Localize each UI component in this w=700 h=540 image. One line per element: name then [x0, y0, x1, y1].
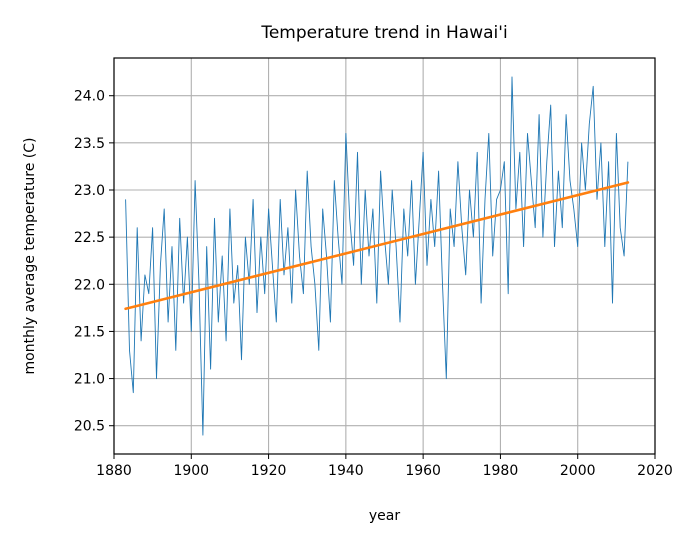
x-tick-label: 2020: [637, 463, 673, 479]
y-tick-label: 21.5: [74, 324, 105, 340]
x-axis-label: year: [369, 508, 400, 524]
x-tick-label: 1960: [405, 463, 441, 479]
trend-line: [124, 181, 630, 311]
x-tick-label: 1920: [251, 463, 287, 479]
temperature-series-line: [125, 76, 629, 436]
ticks: 1880 1900 1920 1940 1960 1980 2000 2020 20.5 21.0…: [74, 89, 673, 479]
x-tick-label: 2000: [560, 463, 596, 479]
y-tick-label: 22.0: [74, 277, 105, 293]
y-tick-label: 23.0: [74, 183, 105, 199]
y-tick-label: 20.5: [74, 419, 105, 435]
x-tick-label: 1980: [483, 463, 519, 479]
x-tick-label: 1880: [96, 463, 132, 479]
plot-area: [124, 76, 630, 436]
x-tick-label: 1900: [173, 463, 209, 479]
y-tick-label: 21.0: [74, 372, 105, 388]
y-tick-label: 24.0: [74, 89, 105, 105]
y-tick-label: 23.5: [74, 136, 105, 152]
y-tick-label: 22.5: [74, 230, 105, 246]
chart-title: Temperature trend in Hawai'i: [260, 23, 507, 43]
x-tick-label: 1940: [328, 463, 364, 479]
axes-frame: [113, 57, 656, 455]
y-axis-label: monthly average temperature (C): [22, 138, 38, 375]
